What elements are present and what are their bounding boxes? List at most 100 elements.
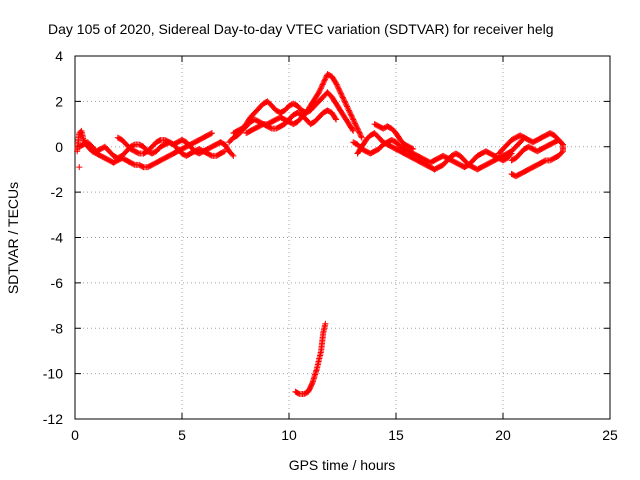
data-point xyxy=(341,97,348,104)
data-point xyxy=(335,85,342,92)
data-point xyxy=(358,134,365,141)
x-axis-label: GPS time / hours xyxy=(289,457,396,473)
data-point xyxy=(318,84,325,91)
data-point xyxy=(344,104,351,111)
data-point xyxy=(345,106,352,113)
data-point xyxy=(333,80,340,87)
data-point xyxy=(349,115,356,122)
data-point xyxy=(345,107,352,114)
data-point xyxy=(230,152,237,159)
x-tick-label: 5 xyxy=(178,427,186,443)
data-point xyxy=(336,86,343,93)
data-point xyxy=(349,126,356,133)
data-point xyxy=(341,98,348,105)
data-point xyxy=(508,150,515,157)
data-point xyxy=(322,320,329,327)
data-point xyxy=(317,85,324,92)
data-point xyxy=(207,130,214,137)
data-point xyxy=(353,124,360,131)
data-point xyxy=(338,91,345,98)
series-pass-9 xyxy=(371,121,417,153)
data-point xyxy=(220,148,227,155)
data-point xyxy=(321,77,328,84)
data-point xyxy=(337,89,344,96)
data-point xyxy=(322,75,329,82)
data-point xyxy=(339,93,346,100)
data-point xyxy=(509,171,516,178)
data-point xyxy=(353,123,360,130)
data-point xyxy=(316,88,323,95)
data-point xyxy=(508,170,515,177)
data-points xyxy=(74,71,566,398)
data-point xyxy=(208,130,215,137)
data-point xyxy=(333,116,340,123)
data-point xyxy=(320,78,327,85)
data-point xyxy=(410,146,417,153)
data-point xyxy=(319,81,326,88)
data-point xyxy=(350,117,357,124)
data-point xyxy=(336,88,343,95)
x-tick-label: 20 xyxy=(495,427,511,443)
data-point xyxy=(355,126,362,133)
data-point xyxy=(348,113,355,120)
series-pass-12 xyxy=(292,320,329,398)
data-point xyxy=(350,127,357,134)
data-point xyxy=(229,151,236,158)
data-point xyxy=(317,86,324,93)
y-tick-labels: 4 2 0 -2 -4 -6 -8 -10 -12 xyxy=(43,48,63,427)
data-point xyxy=(332,115,339,122)
data-point xyxy=(351,119,358,126)
series-pass-6 xyxy=(243,107,340,137)
series-pass-3 xyxy=(114,134,237,159)
data-point xyxy=(315,89,322,96)
data-point xyxy=(342,100,349,107)
data-point xyxy=(356,129,363,136)
data-point xyxy=(356,130,363,137)
data-point xyxy=(333,81,340,88)
data-point xyxy=(76,164,83,171)
data-point xyxy=(334,84,341,91)
data-point xyxy=(340,95,347,102)
series-outlier xyxy=(76,164,83,171)
y-tick-label: -4 xyxy=(51,230,64,246)
x-tick-label: 0 xyxy=(71,427,79,443)
x-tick-labels: 0 5 10 15 20 25 xyxy=(71,427,618,443)
y-tick-label: -6 xyxy=(51,275,64,291)
data-point xyxy=(357,132,364,139)
data-point xyxy=(507,151,514,158)
data-point xyxy=(343,102,350,109)
series-pass-11 xyxy=(508,136,566,180)
data-point xyxy=(339,94,346,101)
data-point xyxy=(344,103,351,110)
series-pass-8 xyxy=(350,136,515,171)
data-point xyxy=(358,133,365,140)
data-point xyxy=(346,108,353,115)
y-tick-label: 0 xyxy=(55,139,63,155)
data-point xyxy=(347,110,354,117)
y-tick-label: -10 xyxy=(43,366,63,382)
data-point xyxy=(352,120,359,127)
chart-title: Day 105 of 2020, Sidereal Day-to-day VTE… xyxy=(48,21,554,37)
y-tick-label: 4 xyxy=(55,48,63,64)
data-point xyxy=(354,125,361,132)
data-point xyxy=(322,76,329,83)
data-point xyxy=(350,116,357,123)
data-point xyxy=(320,80,327,87)
plot-frame xyxy=(74,55,611,420)
data-point xyxy=(319,82,326,89)
grid-lines xyxy=(75,56,610,419)
data-point xyxy=(355,128,362,135)
data-point xyxy=(337,90,344,97)
x-tick-label: 10 xyxy=(281,427,297,443)
y-tick-label: -12 xyxy=(43,411,63,427)
x-tick-label: 25 xyxy=(602,427,618,443)
data-point xyxy=(348,112,355,119)
data-point xyxy=(342,99,349,106)
data-point xyxy=(347,111,354,118)
y-axis-label: SDTVAR / TECUs xyxy=(5,182,21,294)
x-tick-label: 15 xyxy=(388,427,404,443)
y-tick-label: 2 xyxy=(55,93,63,109)
y-tick-label: -8 xyxy=(51,320,64,336)
data-point xyxy=(352,121,359,128)
